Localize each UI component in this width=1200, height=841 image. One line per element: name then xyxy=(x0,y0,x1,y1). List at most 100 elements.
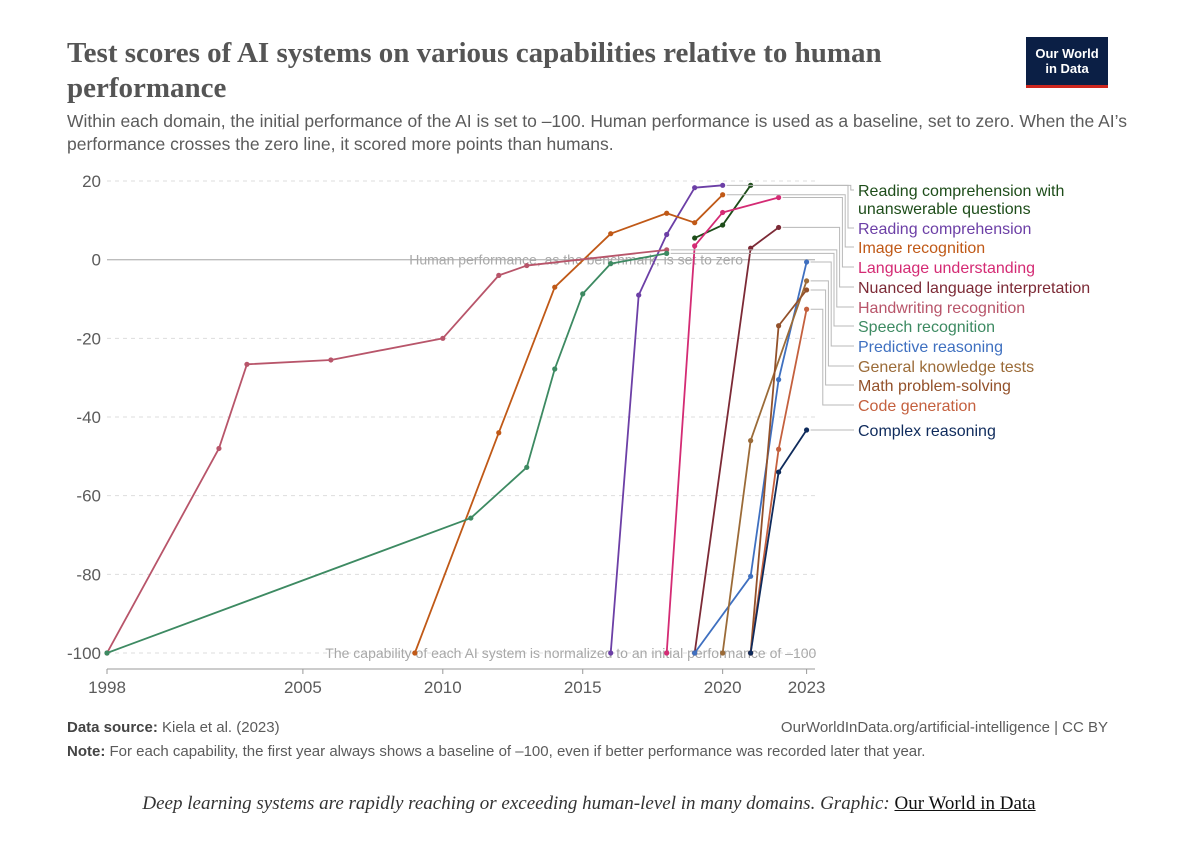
legend-item: Nuanced language interpretation xyxy=(782,226,1090,297)
legend-connector xyxy=(754,184,854,191)
y-tick-label: -80 xyxy=(76,565,101,584)
data-point xyxy=(804,287,810,293)
legend-item: Speech recognition xyxy=(670,252,995,336)
legend-item: Image recognition xyxy=(726,194,985,257)
data-point xyxy=(776,323,782,329)
y-tick-label: -20 xyxy=(76,329,101,348)
legend-item: Code generation xyxy=(810,308,976,415)
chart-note: Note: For each capability, the first yea… xyxy=(67,743,925,760)
legend-label: Handwriting recognition xyxy=(858,300,1025,317)
data-point xyxy=(608,261,614,267)
x-axis: 1998 2005 2010 2015 2020 2023 xyxy=(88,668,826,697)
data-source-text: Kiela et al. (2023) xyxy=(162,719,280,736)
legend-item: Reading comprehension with unanswerable q… xyxy=(754,183,1064,218)
y-tick-label: 20 xyxy=(82,172,101,191)
data-point xyxy=(468,515,474,521)
legend-connector xyxy=(810,289,854,386)
chart-title: Test scores of AI systems on various cap… xyxy=(67,37,882,104)
legend-label: Reading comprehension xyxy=(858,221,1031,238)
series-group xyxy=(664,194,782,656)
chart-subtitle: Within each domain, the initial performa… xyxy=(67,111,1127,154)
legend-label: Language understanding xyxy=(858,260,1035,277)
licence-link[interactable]: OurWorldInData.org/artificial-intelligen… xyxy=(780,719,1108,736)
data-point xyxy=(748,650,754,656)
series-line xyxy=(106,252,667,654)
series-line xyxy=(693,261,808,654)
data-point xyxy=(412,650,418,656)
legend-connector xyxy=(782,226,854,288)
legend-item: Reading comprehension xyxy=(726,184,1031,238)
line-chart: 20 0 -20 -40 -60 -80 -100 1998 2005 2010 2015 2020… xyxy=(67,172,1090,697)
legend-label: Math problem-solving xyxy=(858,378,1011,395)
data-point xyxy=(804,306,810,312)
series-group xyxy=(104,250,670,656)
data-point xyxy=(692,235,698,241)
data-source: Data source: Kiela et al. (2023) xyxy=(67,719,280,736)
annotations: Human performance, as the benchmark, is … xyxy=(325,252,816,661)
data-point xyxy=(720,209,726,216)
data-point xyxy=(748,573,754,579)
series-line xyxy=(749,429,808,654)
data-point xyxy=(804,278,810,284)
data-point xyxy=(104,650,110,656)
legend-item: Complex reasoning xyxy=(810,423,996,440)
legend-connector xyxy=(726,184,854,229)
legend-label: Code generation xyxy=(858,398,976,415)
data-point xyxy=(496,430,502,436)
series-line xyxy=(693,226,780,654)
series-line xyxy=(106,248,667,654)
data-point xyxy=(720,222,726,228)
data-point xyxy=(804,259,810,265)
x-tick-label: 1998 xyxy=(88,678,126,697)
data-point xyxy=(664,250,670,256)
legend-item: Predictive reasoning xyxy=(810,261,1003,356)
note-label: Note: xyxy=(67,743,106,760)
data-point xyxy=(720,192,726,198)
note-text: For each capability, the first year alwa… xyxy=(109,743,926,760)
x-tick-label: 2023 xyxy=(788,678,826,697)
data-point xyxy=(692,220,698,226)
logo-line-1: Our World xyxy=(1035,46,1099,61)
legend-label: Complex reasoning xyxy=(858,423,996,440)
legend-label-line: Reading comprehension with xyxy=(858,183,1064,200)
data-point xyxy=(776,469,782,475)
legend: Reading comprehension with unanswerable q… xyxy=(670,183,1090,440)
series-group xyxy=(720,278,810,656)
data-point xyxy=(328,357,334,363)
y-tick-label: -60 xyxy=(76,487,101,506)
data-point xyxy=(748,438,754,444)
legend-label: Predictive reasoning xyxy=(858,339,1003,356)
legend-label: Reading comprehension with unanswerable q… xyxy=(858,183,1064,218)
data-point xyxy=(524,262,530,269)
series-group xyxy=(608,182,726,656)
series-lines xyxy=(104,182,810,656)
data-point xyxy=(552,284,558,290)
logo-line-2: in Data xyxy=(1045,61,1089,76)
legend-item: General knowledge tests xyxy=(810,280,1034,376)
owid-logo[interactable]: Our World in Data xyxy=(1026,37,1108,88)
legend-connector xyxy=(782,197,854,268)
legend-item: Handwriting recognition xyxy=(670,249,1025,317)
legend-connector xyxy=(670,249,854,308)
data-point xyxy=(720,650,726,656)
x-tick-label: 2005 xyxy=(284,678,322,697)
legend-connector xyxy=(810,308,854,406)
data-point xyxy=(216,445,222,452)
image-caption: Deep learning systems are rapidly reachi… xyxy=(0,793,1178,815)
series-group xyxy=(748,427,810,656)
legend-connector xyxy=(810,280,854,367)
series-group xyxy=(104,247,670,656)
series-group xyxy=(692,224,782,656)
x-tick-label: 2010 xyxy=(424,678,462,697)
data-point xyxy=(524,464,530,470)
data-point xyxy=(776,377,782,383)
caption-link[interactable]: Our World in Data xyxy=(894,793,1036,814)
series-group xyxy=(692,259,810,656)
legend-label: Image recognition xyxy=(858,240,985,257)
data-point xyxy=(692,243,698,249)
legend-label-line: unanswerable questions xyxy=(858,201,1031,218)
x-tick-label: 2015 xyxy=(564,678,602,697)
data-point xyxy=(552,366,558,372)
legend-label: Speech recognition xyxy=(858,319,995,336)
data-point xyxy=(580,291,586,297)
